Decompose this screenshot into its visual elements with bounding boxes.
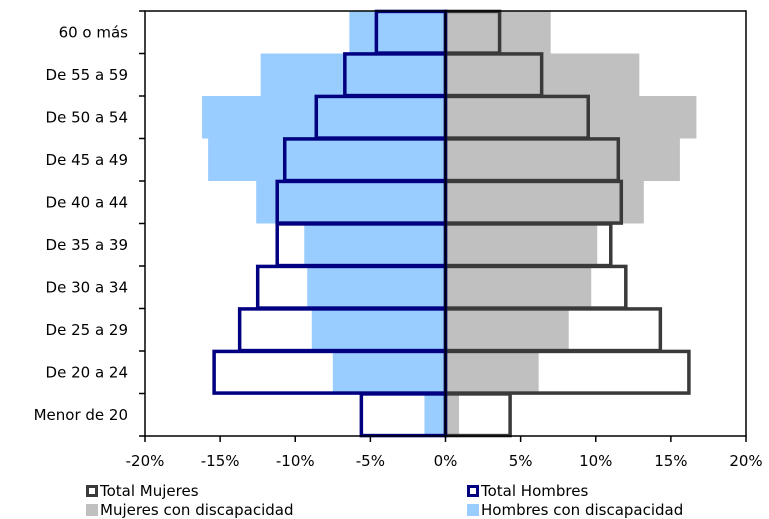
x-tick-label-4: 0% [434,452,458,470]
bar-mujeres-con-discapacidad-6 [445,266,592,309]
y-category-label-8: De 20 a 24 [46,363,128,381]
bar-hombres-con-discapacidad-8 [332,351,446,394]
y-category-label-1: De 55 a 59 [46,66,128,84]
x-tick-label-6: 10% [579,452,612,470]
y-category-label-0: 60 o más [59,23,129,41]
x-tick-label-2: -10% [276,452,315,470]
bar-mujeres-con-discapacidad-2 [445,96,697,139]
bar-hombres-con-discapacidad-7 [311,308,446,351]
legend-label-mujeres-discapacidad: Mujeres con discapacidad [100,501,294,519]
bar-mujeres-con-discapacidad-7 [445,308,569,351]
bar-hombres-con-discapacidad-0 [349,11,446,54]
legend-label-total-mujeres: Total Mujeres [100,482,199,500]
legend-item-total-hombres: Total Hombres [467,482,588,500]
y-category-label-9: Menor de 20 [34,406,128,424]
legend: Total Mujeres Total Hombres Mujeres con … [0,480,769,519]
bar-hombres-con-discapacidad-1 [260,53,446,96]
bar-mujeres-con-discapacidad-9 [445,393,460,436]
legend-item-total-mujeres: Total Mujeres [86,482,199,500]
y-category-label-3: De 45 a 49 [46,151,128,169]
y-category-label-4: De 40 a 44 [46,193,128,211]
legend-swatch-mujeres-discapacidad [86,504,98,516]
bar-hombres-con-discapacidad-2 [202,96,446,139]
bar-mujeres-con-discapacidad-3 [445,138,680,181]
y-category-label-7: De 25 a 29 [46,321,128,339]
y-category-label-5: De 35 a 39 [46,236,128,254]
bar-hombres-con-discapacidad-4 [256,181,446,224]
legend-swatch-hombres-discapacidad [467,504,479,516]
bar-hombres-con-discapacidad-6 [307,266,446,309]
y-category-label-6: De 30 a 34 [46,278,128,296]
legend-swatch-total-mujeres [86,485,98,497]
bar-hombres-con-discapacidad-5 [304,223,446,266]
bar-hombres-con-discapacidad-9 [424,393,446,436]
legend-label-hombres-discapacidad: Hombres con discapacidad [481,501,684,519]
legend-item-mujeres-discapacidad: Mujeres con discapacidad [86,501,294,519]
x-tick-label-3: -5% [356,452,385,470]
legend-swatch-total-hombres [467,485,479,497]
disability-bars-layer [202,11,697,436]
bar-mujeres-con-discapacidad-8 [445,351,539,394]
x-tick-label-7: 15% [654,452,687,470]
legend-item-hombres-discapacidad: Hombres con discapacidad [467,501,683,519]
axes-layer [139,10,747,442]
bar-mujeres-con-discapacidad-5 [445,223,598,266]
bar-mujeres-con-discapacidad-4 [445,181,644,224]
y-category-label-2: De 50 a 54 [46,108,128,126]
tick-labels-layer: -20% -15% -10% -5% 0% 5% 10% 15% 20% 60 o más De 5… [34,23,763,470]
bar-hombres-con-discapacidad-3 [208,138,446,181]
x-tick-label-0: -20% [126,452,165,470]
x-tick-label-5: 5% [509,452,533,470]
x-tick-label-8: 20% [729,452,762,470]
population-pyramid-chart: -20% -15% -10% -5% 0% 5% 10% 15% 20% 60 o más De 5… [34,9,763,470]
x-tick-label-1: -15% [201,452,240,470]
legend-label-total-hombres: Total Hombres [481,482,589,500]
